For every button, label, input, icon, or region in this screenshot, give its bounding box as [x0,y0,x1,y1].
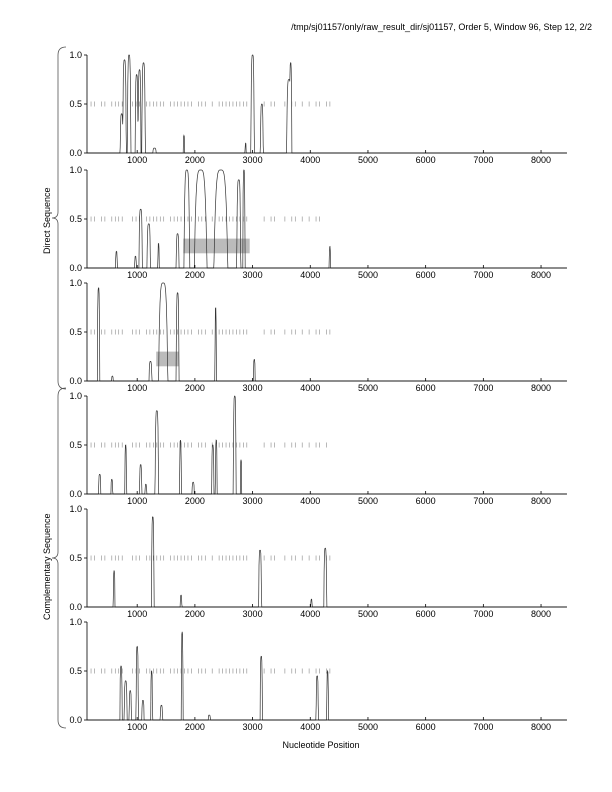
y-tick-label: 0.5 [69,666,82,676]
panel-direct-1: 0.0 0.5 1.0 1000 2000 3000 4000 5000 6000 7000 800… [69,50,567,165]
orf-box [183,238,250,254]
x-tick-label: 3000 [243,383,263,393]
x-tick-label: 8000 [531,383,551,393]
x-tick-label: 6000 [416,270,436,280]
y-tick-label: 0.5 [69,214,82,224]
x-tick-label: 8000 [531,155,551,165]
x-tick-label: 1000 [127,609,147,619]
panel-complementary-1: 0.0 0.5 1.0 1000 2000 3000 4000 5000 6000 7000 800… [69,391,567,506]
y-tick-label: 0.5 [69,553,82,563]
x-tick-label: 5000 [358,270,378,280]
y-tick-label: 0.0 [69,263,82,273]
y-tick-label: 0.0 [69,489,82,499]
x-tick-label: 4000 [300,496,320,506]
panel-direct-3: 0.0 0.5 1.0 1000 2000 3000 4000 5000 6000 7000 800… [69,278,567,393]
x-tick-label: 8000 [531,609,551,619]
coding-potential-line [87,395,567,495]
panel-complementary-2: 0.0 0.5 1.0 1000 2000 3000 4000 5000 6000 7000 800… [69,504,567,619]
coding-potential-line [87,54,567,154]
x-tick-label: 2000 [185,155,205,165]
axes [86,396,567,495]
y-tick-label: 0.0 [69,715,82,725]
chart-title: /tmp/sj01157/only/raw_result_dir/sj01157… [291,22,592,32]
x-tick-label: 2000 [185,722,205,732]
x-tick-label: 8000 [531,496,551,506]
x-tick-label: 3000 [243,496,263,506]
coding-potential-line [87,516,567,608]
y-tick-label: 1.0 [69,278,82,288]
y-tick-label: 0.5 [69,440,82,450]
x-tick-label: 6000 [416,609,436,619]
x-tick-label: 4000 [300,270,320,280]
x-tick-label: 1000 [127,496,147,506]
coding-potential-line [87,169,567,269]
coding-potential-line [87,282,567,382]
x-tick-label: 1000 [127,270,147,280]
y-tick-label: 1.0 [69,391,82,401]
x-tick-label: 5000 [358,609,378,619]
x-tick-label: 1000 [127,383,147,393]
x-tick-label: 7000 [473,155,493,165]
y-tick-label: 1.0 [69,165,82,175]
x-tick-label: 2000 [185,609,205,619]
x-tick-label: 1000 [127,155,147,165]
x-tick-label: 6000 [416,722,436,732]
x-tick-label: 5000 [358,155,378,165]
x-tick-label: 3000 [243,270,263,280]
x-tick-label: 2000 [185,270,205,280]
axes [86,509,567,608]
group-bracket [51,46,67,390]
x-tick-label: 4000 [300,155,320,165]
x-tick-label: 6000 [416,496,436,506]
x-tick-label: 7000 [473,496,493,506]
y-tick-label: 1.0 [69,50,82,60]
y-tick-label: 0.0 [69,376,82,386]
x-tick-label: 6000 [416,155,436,165]
x-axis-label: Nucleotide Position [282,740,360,750]
x-tick-label: 4000 [300,609,320,619]
y-tick-label: 0.5 [69,327,82,337]
coding-potential-line [87,631,567,721]
panel-complementary-3: 0.0 0.5 1.0 1000 2000 3000 4000 5000 6000 7000 800… [69,617,567,732]
x-tick-label: 4000 [300,383,320,393]
x-tick-label: 3000 [243,155,263,165]
x-tick-label: 8000 [531,270,551,280]
panel-direct-2: 0.0 0.5 1.0 1000 2000 3000 4000 5000 6000 7000 800… [69,165,567,280]
x-tick-label: 2000 [185,496,205,506]
y-tick-label: 0.0 [69,148,82,158]
x-tick-label: 7000 [473,270,493,280]
x-tick-label: 3000 [243,609,263,619]
group-bracket [51,387,67,729]
y-tick-label: 0.5 [69,99,82,109]
x-tick-label: 1000 [127,722,147,732]
y-tick-label: 1.0 [69,617,82,627]
x-tick-label: 5000 [358,496,378,506]
x-tick-label: 3000 [243,722,263,732]
y-tick-label: 0.0 [69,602,82,612]
x-tick-label: 6000 [416,383,436,393]
x-tick-label: 7000 [473,609,493,619]
axes [86,55,567,154]
x-tick-label: 2000 [185,383,205,393]
x-tick-label: 5000 [358,383,378,393]
y-tick-label: 1.0 [69,504,82,514]
x-tick-label: 7000 [473,383,493,393]
x-tick-label: 4000 [300,722,320,732]
x-tick-label: 5000 [358,722,378,732]
x-tick-label: 7000 [473,722,493,732]
x-tick-label: 8000 [531,722,551,732]
